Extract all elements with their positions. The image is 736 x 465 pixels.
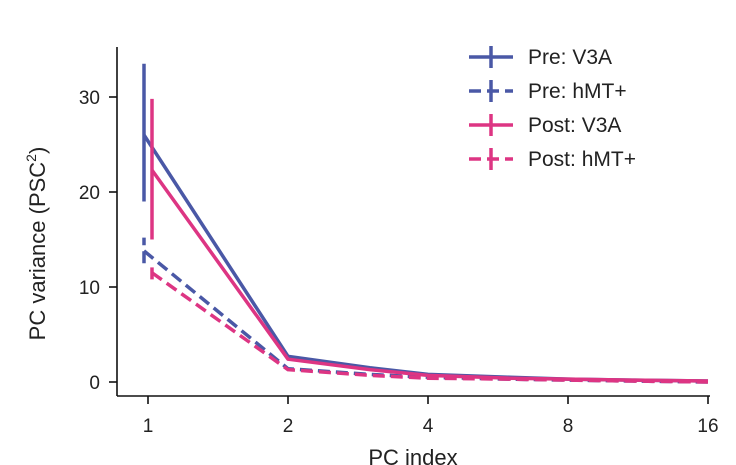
series-pre-v3a	[142, 63, 709, 383]
y-tick-label: 20	[79, 183, 100, 204]
series-line	[142, 249, 709, 384]
y-axis-label-main: PC variance (PSC	[25, 162, 50, 341]
x-axis-ticks: 1 2 4 8 16	[143, 396, 719, 437]
y-axis-ticks: 0 10 20 30	[79, 88, 117, 394]
x-tick-label: 8	[563, 416, 574, 437]
x-tick-label: 4	[423, 416, 434, 437]
legend-label: Post: hMT+	[528, 148, 636, 171]
legend-label: Pre: hMT+	[528, 80, 627, 103]
legend-item: Pre: V3A	[469, 46, 612, 69]
y-axis-label-superscript: 2	[23, 154, 39, 162]
x-axis-label: PC index	[368, 445, 457, 465]
x-tick-label: 2	[283, 416, 294, 437]
legend-item: Pre: hMT+	[469, 80, 627, 103]
y-axis-label: PC variance (PSC2)	[23, 147, 50, 341]
series-post-v3a	[150, 98, 709, 383]
x-tick-label: 1	[143, 416, 154, 437]
y-tick-label: 10	[79, 278, 100, 299]
series-line	[150, 169, 709, 383]
series-line	[142, 134, 709, 383]
legend: Pre: V3A Pre: hMT+ Post: V3A Post: hMT+	[469, 46, 636, 171]
legend-item: Post: V3A	[469, 114, 621, 137]
y-axis-label-close: )	[25, 147, 50, 154]
y-tick-label: 30	[79, 88, 100, 109]
legend-label: Pre: V3A	[528, 46, 612, 69]
series-pre-hmt	[142, 237, 709, 384]
legend-label: Post: V3A	[528, 114, 621, 137]
series-post-hmt	[150, 262, 709, 384]
legend-item: Post: hMT+	[469, 148, 636, 171]
axes	[116, 47, 710, 397]
plot-area	[142, 63, 709, 384]
y-tick-label: 0	[89, 373, 100, 394]
series-line	[150, 271, 709, 384]
x-tick-label: 16	[697, 416, 718, 437]
